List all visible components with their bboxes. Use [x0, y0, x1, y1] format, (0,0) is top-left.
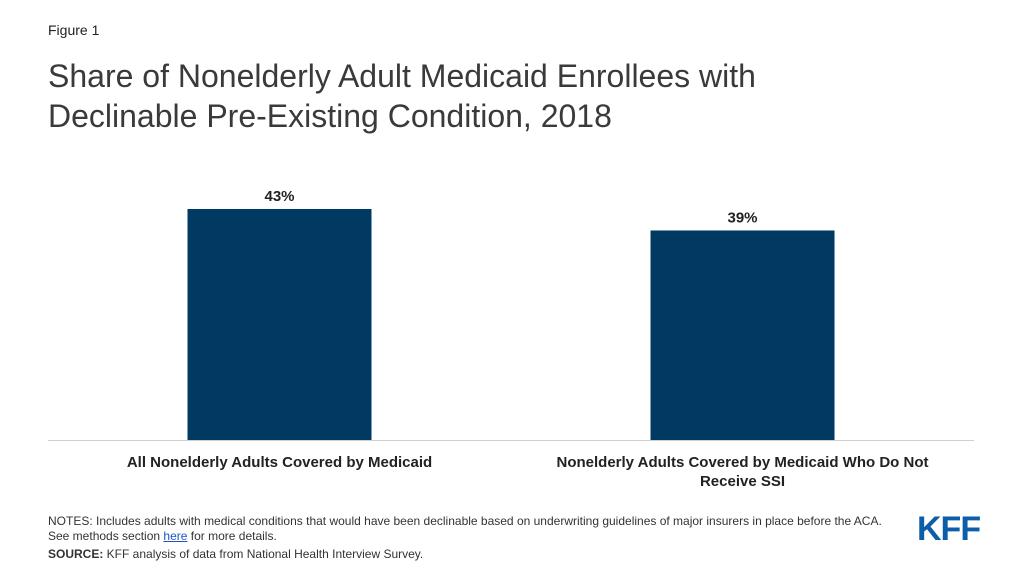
category-label-2: Nonelderly Adults Covered by Medicaid Wh… [557, 454, 929, 490]
source-label: SOURCE: [48, 547, 104, 561]
figure-label: Figure 1 [48, 22, 100, 38]
chart-source: SOURCE: KFF analysis of data from Nation… [48, 547, 423, 561]
notes-text-end: for more details. [187, 529, 277, 543]
source-text: KFF analysis of data from National Healt… [103, 547, 424, 561]
kff-logo: KFF [917, 510, 981, 544]
bar-1 [187, 209, 372, 440]
notes-text: NOTES: Includes adults with medical cond… [48, 514, 882, 543]
methods-link[interactable]: here [163, 529, 188, 543]
data-label-2: 39% [727, 209, 757, 226]
data-label-1: 43% [264, 188, 294, 205]
bar-chart: 43% All Nonelderly Adults Covered by Medi… [48, 188, 974, 490]
chart-title-line-1: Share of Nonelderly Adult Medicaid Enrol… [48, 58, 756, 94]
category-label-1: All Nonelderly Adults Covered by Medicai… [127, 454, 432, 471]
bar-2 [650, 230, 835, 440]
chart-notes: NOTES: Includes adults with medical cond… [48, 514, 888, 544]
chart-title-line-2: Declinable Pre-Existing Condition, 2018 [48, 98, 612, 134]
kff-logo-text: KFF [917, 510, 980, 544]
chart-title: Share of Nonelderly Adult Medicaid Enrol… [48, 56, 948, 136]
